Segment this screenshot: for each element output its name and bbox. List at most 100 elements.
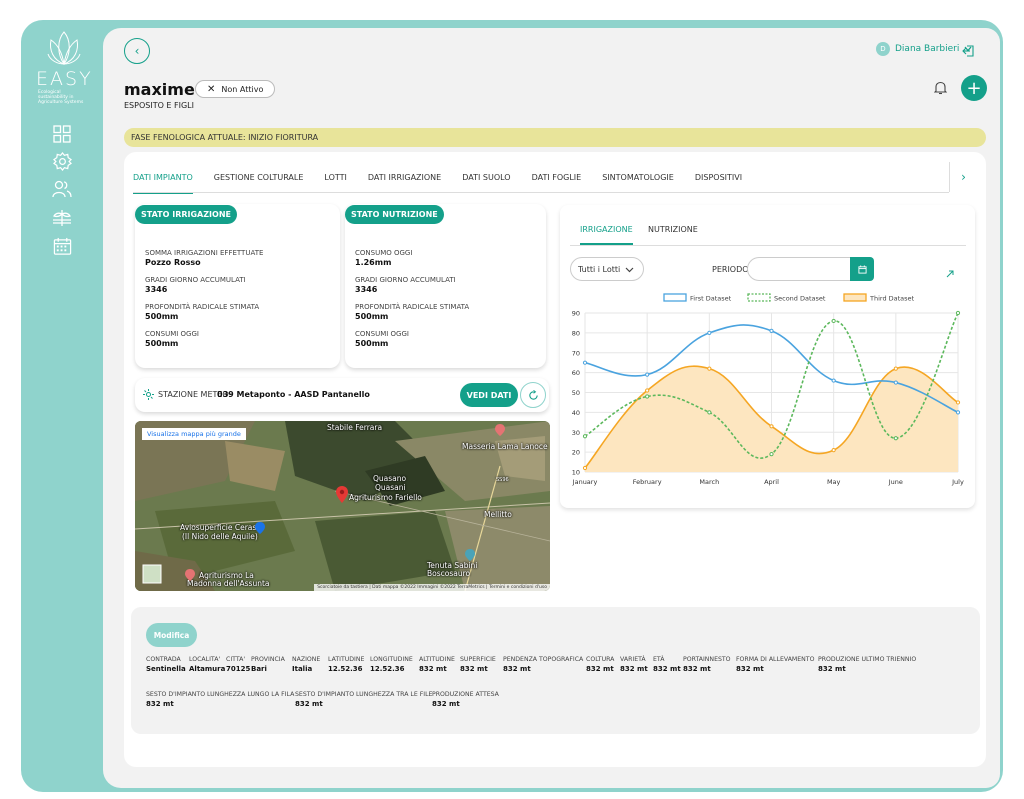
x-tick-label: March	[699, 478, 719, 486]
field-value: 500mm	[355, 339, 389, 348]
plant-info-section	[131, 607, 980, 734]
legend-swatch	[747, 293, 771, 302]
data-point[interactable]	[893, 436, 898, 441]
info-field-label: PENDENZA TOPOGRAFICA	[503, 656, 584, 663]
info-field-label: COLTURA	[586, 656, 615, 663]
close-icon: ✕	[207, 83, 216, 95]
weather-station-icon	[143, 389, 154, 400]
legend-label[interactable]: Second Dataset	[774, 295, 826, 303]
data-point[interactable]	[707, 366, 712, 371]
lot-select[interactable]: Tutti i Lotti	[570, 257, 644, 281]
sidebar-item-settings[interactable]	[51, 150, 73, 172]
field-label: PROFONDITÀ RADICALE STIMATA	[355, 303, 470, 311]
info-field-value: 832 mt	[653, 665, 681, 673]
view-larger-map-link[interactable]: Visualizza mappa più grande	[142, 428, 246, 440]
users-icon	[52, 180, 72, 198]
data-point[interactable]	[645, 372, 650, 377]
legend-swatch	[843, 293, 867, 302]
data-point[interactable]	[582, 360, 588, 365]
logout-button[interactable]	[962, 42, 974, 61]
nutrition-status-panel	[345, 204, 546, 368]
series-line	[584, 312, 959, 459]
data-point[interactable]	[707, 410, 712, 415]
data-point[interactable]	[645, 394, 650, 399]
legend-label[interactable]: Third Dataset	[869, 295, 915, 303]
user-menu[interactable]: D Diana Barbieri	[876, 42, 972, 56]
sidebar-item-calendar[interactable]	[51, 235, 73, 257]
info-field-value: 832 mt	[683, 665, 711, 673]
tab-dati-foglie[interactable]: DATI FOGLIE	[531, 173, 582, 182]
status-badge[interactable]: ✕ Non Attivo	[195, 80, 276, 98]
tab-dati-irrigazione[interactable]: DATI IRRIGAZIONE	[367, 173, 442, 182]
lotus-logo-icon	[47, 31, 81, 65]
field-label: GRADI GIORNO ACCUMULATI	[145, 276, 246, 284]
info-field-label: SESTO D'IMPIANTO LUNGHEZZA TRA LE FILE	[295, 691, 433, 698]
data-point[interactable]	[893, 366, 898, 371]
tab-dati-suolo[interactable]: DATI SUOLO	[462, 173, 511, 182]
tab-sintomatologie[interactable]: SINTOMATOLOGIE	[602, 173, 674, 182]
tab-nutrizione[interactable]: NUTRIZIONE	[648, 225, 698, 234]
info-field-label: LATITUDINE	[328, 656, 365, 663]
data-point[interactable]	[769, 424, 774, 429]
logo: EASY Ecological sustainability in Agricu…	[36, 30, 92, 105]
data-point[interactable]	[582, 465, 588, 471]
view-data-button[interactable]: VEDI DATI	[460, 383, 518, 407]
poi-marker-icon	[495, 424, 505, 436]
data-point[interactable]	[707, 330, 712, 335]
data-point[interactable]	[893, 380, 898, 385]
tabs-divider	[133, 192, 949, 193]
map-pin-icon[interactable]	[336, 486, 348, 503]
tabs-next-button[interactable]: ›	[949, 162, 977, 192]
data-point[interactable]	[582, 434, 588, 439]
refresh-icon	[528, 389, 538, 400]
info-field-label: PORTAINNESTO	[683, 656, 731, 663]
notifications-button[interactable]	[933, 80, 948, 99]
data-point[interactable]	[645, 388, 650, 393]
sidebar-item-plants[interactable]	[51, 207, 73, 229]
x-tick-label: July	[951, 478, 964, 486]
map-label: Stabile Ferrara	[327, 423, 383, 432]
edit-button[interactable]: Modifica	[146, 623, 197, 647]
field-label: SOMMA IRRIGAZIONI EFFETTUATE	[145, 249, 264, 257]
main-tabs: DATI IMPIANTO GESTIONE COLTURALE LOTTI D…	[133, 168, 763, 194]
poi-marker-icon	[185, 569, 195, 581]
plant-icon	[53, 210, 71, 226]
data-point[interactable]	[769, 328, 774, 333]
chevron-right-icon: ›	[961, 170, 966, 184]
info-field-label: PRODUZIONE ATTESA	[432, 691, 499, 698]
sidebar-item-users[interactable]	[51, 178, 73, 200]
info-field-label: ETÀ	[653, 656, 665, 663]
y-tick-label: 20	[572, 449, 580, 457]
map-view[interactable]: Visualizza mappa più grande Stabile Ferr…	[135, 421, 550, 591]
series-area	[585, 366, 958, 472]
tab-dispositivi[interactable]: DISPOSITIVI	[694, 173, 743, 182]
map-label: Madonna dell'Assunta	[187, 579, 270, 588]
data-point[interactable]	[955, 400, 961, 405]
data-point[interactable]	[831, 378, 836, 383]
expand-chart-button[interactable]	[946, 263, 954, 282]
x-tick-label: May	[827, 478, 841, 486]
period-input[interactable]	[747, 257, 851, 281]
avatar: D	[876, 42, 890, 56]
satellite-map-image	[135, 421, 550, 591]
field-value: 1.26mm	[355, 258, 392, 267]
info-field-value: 12.52.36	[328, 665, 363, 673]
data-point[interactable]	[955, 310, 961, 316]
data-point[interactable]	[769, 452, 774, 457]
tab-irrigazione[interactable]: IRRIGAZIONE	[580, 225, 633, 245]
tab-gestione-colturale[interactable]: GESTIONE COLTURALE	[213, 173, 304, 182]
irrigation-status-panel	[135, 204, 340, 368]
data-point[interactable]	[831, 318, 836, 324]
add-button[interactable]: +	[961, 75, 987, 101]
legend-label[interactable]: First Dataset	[690, 295, 732, 303]
refresh-button[interactable]	[520, 382, 546, 408]
tab-lotti[interactable]: LOTTI	[324, 173, 347, 182]
data-point[interactable]	[831, 448, 836, 453]
sidebar-item-dashboard[interactable]	[51, 123, 73, 145]
data-point[interactable]	[955, 410, 961, 415]
period-calendar-button[interactable]	[850, 257, 874, 281]
tab-dati-impianto[interactable]: DATI IMPIANTO	[133, 168, 193, 194]
road-label: SS96	[496, 477, 509, 483]
back-button[interactable]: ‹	[124, 38, 150, 64]
info-field-value: Italia	[292, 665, 313, 673]
